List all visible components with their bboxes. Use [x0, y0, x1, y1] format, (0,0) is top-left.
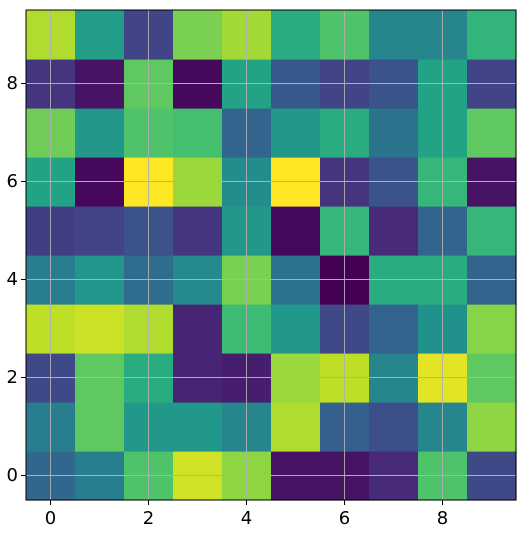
x-tick-label: 0	[45, 508, 56, 529]
heatmap-cell	[271, 206, 321, 256]
heatmap-cell	[271, 402, 321, 452]
heatmap-cell	[467, 108, 517, 158]
y-tick-label: 8	[7, 73, 18, 94]
heatmap-cell	[75, 206, 125, 256]
heatmap-cell	[467, 10, 517, 60]
heatmap-cell	[173, 402, 223, 452]
axis-tick-labels: 0 2 4 6 8 0 2 4 6 8	[7, 73, 449, 529]
heatmap-cell	[173, 108, 223, 158]
heatmap-cell	[369, 10, 419, 60]
y-tick-label: 2	[7, 367, 18, 388]
heatmap-cell	[369, 402, 419, 452]
heatmap-cell	[271, 108, 321, 158]
heatmap-cell	[75, 108, 125, 158]
heatmap-cell	[75, 304, 125, 354]
heatmap-cell	[173, 206, 223, 256]
y-tick-label: 6	[7, 171, 18, 192]
x-tick-label: 6	[339, 508, 350, 529]
heatmap-cell	[271, 10, 321, 60]
x-tick-label: 2	[143, 508, 154, 529]
heatmap-cell	[173, 10, 223, 60]
heatmap-cell	[369, 206, 419, 256]
x-tick-label: 8	[437, 508, 448, 529]
axis-ticks	[21, 83, 443, 505]
heatmap-cell	[369, 304, 419, 354]
plot-frame	[25, 9, 517, 501]
heatmap-cell	[369, 108, 419, 158]
grid-lines	[26, 10, 516, 500]
heatmap-cell	[467, 402, 517, 452]
heatmap-cell	[467, 304, 517, 354]
y-tick-label: 0	[7, 465, 18, 486]
heatmap-cell	[173, 304, 223, 354]
heatmap-cell	[75, 402, 125, 452]
y-tick-label: 4	[7, 269, 18, 290]
x-tick-label: 4	[241, 508, 252, 529]
heatmap-cell	[75, 10, 125, 60]
heatmap-cell	[271, 304, 321, 354]
heatmap-cell	[467, 206, 517, 256]
